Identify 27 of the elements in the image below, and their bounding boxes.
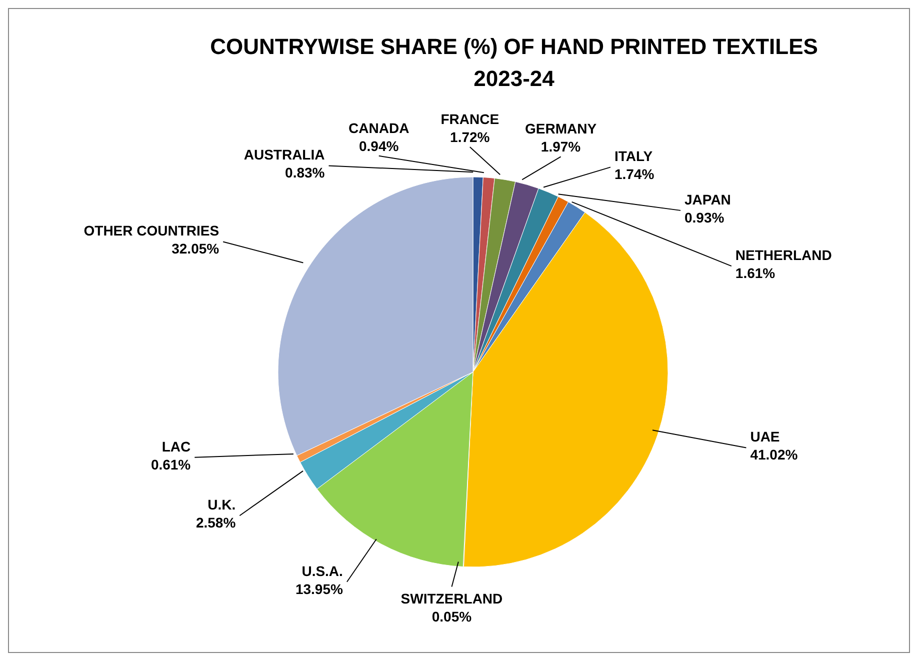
data-label: 0.93% — [684, 209, 725, 226]
data-label: 0.61% — [150, 456, 192, 472]
slice-label: FRANCE — [440, 111, 500, 128]
slice-label: SWITZERLAND — [400, 590, 503, 607]
slice-label: U.S.A. — [302, 562, 343, 579]
slice-label: CANADA — [348, 120, 410, 136]
slice-label: LAC — [162, 438, 191, 454]
data-label: 0.05% — [432, 608, 472, 625]
data-label: 1.74% — [614, 166, 655, 182]
data-label: 2.58% — [196, 514, 236, 531]
data-label: 1.72% — [450, 129, 490, 146]
data-label: 1.97% — [540, 138, 582, 155]
data-label: 0.94% — [359, 138, 400, 154]
data-label: 32.05% — [172, 240, 220, 257]
data-label: 1.61% — [735, 265, 776, 282]
slice-label: GERMANY — [524, 120, 598, 137]
slice-label: AUSTRALIA — [244, 146, 325, 163]
slice-label: U.K. — [208, 496, 236, 513]
slice-label: NETHERLAND — [735, 247, 832, 264]
data-label: 13.95% — [295, 580, 344, 597]
data-label: 41.02% — [750, 446, 798, 463]
slice-label: OTHER COUNTRIES — [84, 222, 220, 239]
slice-label: UAE — [750, 428, 780, 445]
data-label: 0.83% — [285, 164, 326, 181]
slice-label: ITALY — [614, 148, 654, 164]
chart-title: COUNTRYWISE SHARE (%) OF HAND PRINTED TEXTILES 2023-24 — [210, 34, 818, 91]
slice-label: JAPAN — [684, 191, 731, 208]
